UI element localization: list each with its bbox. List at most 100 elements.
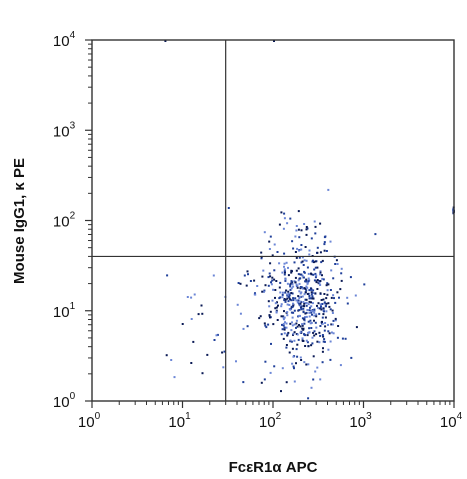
data-point xyxy=(307,277,310,280)
data-point xyxy=(286,333,289,336)
data-point xyxy=(323,249,326,252)
data-point xyxy=(267,284,270,287)
data-point xyxy=(285,261,288,264)
data-point xyxy=(331,312,334,314)
data-point xyxy=(288,351,291,354)
data-point xyxy=(325,284,328,287)
data-point xyxy=(340,279,343,282)
data-point xyxy=(297,299,300,302)
data-point xyxy=(339,288,342,291)
data-point xyxy=(305,279,308,282)
data-point xyxy=(273,365,276,368)
data-point xyxy=(279,281,282,284)
data-point xyxy=(332,319,335,322)
data-point xyxy=(292,365,295,368)
data-point xyxy=(334,319,337,322)
data-point xyxy=(305,304,308,307)
data-point xyxy=(296,355,299,358)
data-point xyxy=(206,353,209,356)
data-point xyxy=(303,287,306,290)
data-point xyxy=(321,334,324,336)
data-point xyxy=(284,298,287,301)
data-point xyxy=(330,323,333,326)
data-point xyxy=(236,303,239,306)
data-point xyxy=(193,293,196,296)
data-point xyxy=(306,309,309,311)
data-point xyxy=(298,297,301,299)
data-point xyxy=(313,330,316,333)
data-point xyxy=(301,327,304,330)
data-point xyxy=(287,266,289,269)
data-point xyxy=(295,348,298,351)
data-point xyxy=(319,292,322,295)
data-point xyxy=(346,302,349,305)
data-point xyxy=(280,315,283,318)
data-point xyxy=(282,318,285,321)
data-point xyxy=(260,257,263,260)
data-point xyxy=(286,303,289,306)
data-point xyxy=(201,372,204,375)
data-point xyxy=(278,262,281,265)
data-point xyxy=(242,327,245,330)
data-point xyxy=(322,340,325,343)
data-point xyxy=(320,308,323,311)
data-point xyxy=(308,253,311,256)
data-point xyxy=(275,280,278,282)
data-point xyxy=(318,331,321,334)
data-point xyxy=(291,324,294,327)
data-point xyxy=(312,331,315,334)
data-point xyxy=(300,261,303,264)
data-point xyxy=(350,356,353,359)
data-point xyxy=(323,338,326,341)
data-point xyxy=(346,296,349,299)
data-point xyxy=(331,323,334,326)
data-point xyxy=(269,310,272,313)
data-point xyxy=(304,334,307,337)
data-point xyxy=(298,324,300,326)
data-point xyxy=(344,337,347,340)
data-point xyxy=(318,341,321,344)
data-point xyxy=(322,313,325,316)
data-point xyxy=(306,334,309,337)
data-point xyxy=(340,272,343,275)
data-point xyxy=(323,241,326,244)
data-point xyxy=(299,304,302,307)
data-point xyxy=(289,322,292,325)
data-point xyxy=(281,367,284,370)
data-point xyxy=(314,292,317,295)
data-point xyxy=(302,264,305,266)
data-point xyxy=(282,227,285,230)
data-point xyxy=(283,212,286,215)
data-point xyxy=(190,362,193,364)
data-point xyxy=(330,296,333,299)
plot-frame xyxy=(91,39,455,402)
data-point xyxy=(330,269,333,272)
data-point xyxy=(301,323,304,326)
data-point xyxy=(315,333,318,336)
data-point xyxy=(289,288,292,291)
data-point xyxy=(284,300,287,303)
data-point xyxy=(285,289,288,292)
data-point xyxy=(292,247,295,250)
data-point xyxy=(268,314,271,317)
data-point xyxy=(299,286,302,288)
data-point xyxy=(280,390,282,393)
data-points xyxy=(164,40,455,400)
data-point xyxy=(355,326,358,329)
data-point xyxy=(170,359,173,361)
data-point xyxy=(246,270,249,273)
data-point xyxy=(296,343,299,346)
data-point xyxy=(310,293,313,296)
data-point xyxy=(291,306,294,308)
data-point xyxy=(275,306,278,309)
data-point xyxy=(301,260,304,263)
data-point xyxy=(173,376,176,379)
data-point xyxy=(280,211,283,214)
data-point xyxy=(311,342,314,345)
data-point xyxy=(283,299,286,302)
data-point xyxy=(317,306,320,309)
y-tick-label: 101 xyxy=(53,301,76,321)
data-point xyxy=(307,345,310,348)
data-point xyxy=(309,322,312,325)
data-point xyxy=(341,337,344,340)
